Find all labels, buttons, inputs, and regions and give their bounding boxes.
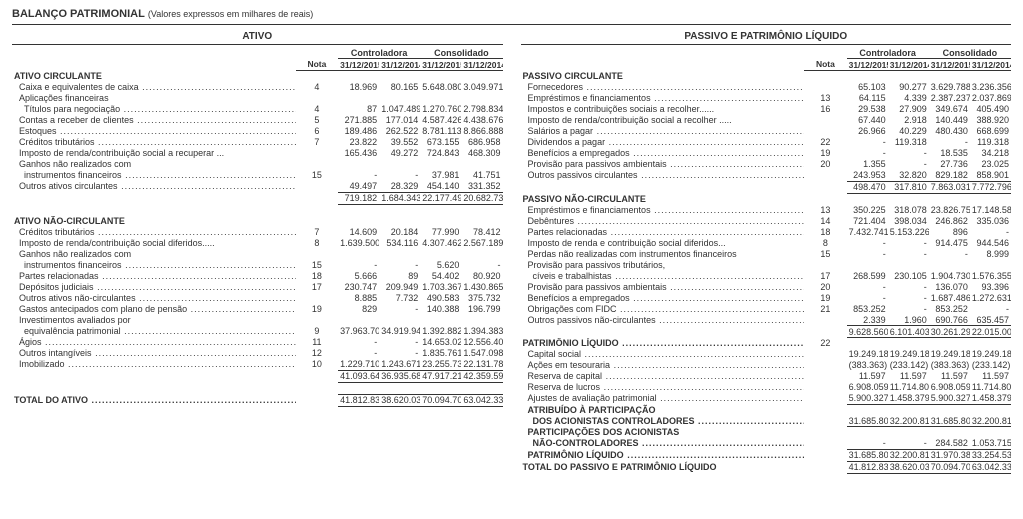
- page-title: BALANÇO PATRIMONIAL (Valores expressos e…: [12, 8, 1011, 20]
- total-passivo-label: TOTAL DO PASSIVO E PATRIMÔNIO LÍQUIDO: [521, 461, 805, 473]
- table-row: Dividendos a pagar22-119.318-119.318: [521, 137, 1012, 148]
- subtotal-row: 498.470317.8107.863.0317.772.796: [521, 181, 1012, 193]
- ativo-circulante-hdr: ATIVO CIRCULANTE: [12, 71, 296, 82]
- table-row: Partes relacionadas185.6668954.40280.920: [12, 271, 503, 282]
- table-row: Aplicações financeiras: [12, 93, 503, 104]
- table-row: Capital social19.249.18119.249.18119.249…: [521, 349, 1012, 360]
- table-row: Partes relacionadas187.432.7415.153.2268…: [521, 226, 1012, 237]
- table-row: DOS ACIONISTAS CONTROLADORES31.685.80132…: [521, 415, 1012, 427]
- ativo-header: ATIVO: [12, 29, 503, 45]
- table-row: Provisão para passivos tributários,: [521, 259, 1012, 270]
- table-row: Imposto de renda/contribuição social a r…: [521, 115, 1012, 126]
- table-row: NÃO-CONTROLADORES--284.5821.053.715: [521, 438, 1012, 450]
- table-row: Ganhos não realizados com: [12, 249, 503, 260]
- passivo-header: PASSIVO E PATRIMÔNIO LÍQUIDO: [521, 29, 1012, 45]
- table-row: Investimentos avaliados por: [12, 315, 503, 326]
- table-row: Imposto de renda e contribuição social d…: [521, 237, 1012, 248]
- table-row: Benefícios a empregados19--18.53534.218: [521, 148, 1012, 159]
- table-row: Reserva de capital11.59711.59711.59711.5…: [521, 371, 1012, 382]
- ativo-table: Controladora Consolidado Nota 31/12/2015…: [12, 47, 503, 407]
- table-row: Imobilizado101.229.7101.243.67123.255.73…: [12, 359, 503, 371]
- table-row: Fornecedores65.10390.2773.629.7883.236.3…: [521, 82, 1012, 93]
- table-row: Benefícios a empregados19--1.687.4861.27…: [521, 292, 1012, 303]
- table-row: Ágios11--14.653.02612.556.404: [12, 337, 503, 348]
- table-row: Provisão para passivos ambientais201.355…: [521, 159, 1012, 170]
- table-row: Créditos tributários714.60920.18477.9907…: [12, 227, 503, 238]
- table-row: Imposto de renda/contribuição social a r…: [12, 148, 503, 159]
- passivo-nao-circulante-hdr: PASSIVO NÃO-CIRCULANTE: [521, 193, 805, 204]
- total-ativo-row: TOTAL DO ATIVO41.812.83138.620.03270.094…: [12, 394, 503, 406]
- table-row: Ganhos não realizados com: [12, 159, 503, 170]
- table-row: instrumentos financeiros15--5.620-: [12, 260, 503, 271]
- table-row: Debêntures14721.404398.034246.862335.036: [521, 215, 1012, 226]
- table-row: PARTICIPAÇÕES DOS ACIONISTAS: [521, 427, 1012, 438]
- passivo-circulante-hdr: PASSIVO CIRCULANTE: [521, 71, 805, 82]
- table-row: Ajustes de avaliação patrimonial5.900.32…: [521, 393, 1012, 405]
- table-row: Ações em tesouraria(383.363)(233.142)(38…: [521, 360, 1012, 371]
- table-row: Estoques6189.486262.5228.781.1138.866.88…: [12, 126, 503, 137]
- table-row: Obrigações com FIDC21853.252-853.252-: [521, 303, 1012, 314]
- total-passivo-row: TOTAL DO PASSIVO E PATRIMÔNIO LÍQUIDO41.…: [521, 461, 1012, 473]
- table-row: Empréstimos e financiamentos1364.1154.33…: [521, 93, 1012, 104]
- table-row: PATRIMÔNIO LÍQUIDO31.685.80132.200.81931…: [521, 449, 1012, 461]
- table-row: Outros passivos não-circulantes2.3391.96…: [521, 314, 1012, 326]
- subtotal-row: 9.628.5606.101.40330.261.29522.015.000: [521, 326, 1012, 338]
- table-row: Perdas não realizadas com instrumentos f…: [521, 248, 1012, 259]
- table-row: Impostos e contribuições sociais a recol…: [521, 104, 1012, 115]
- subtotal-row: 41.093.64936.935.68947.917.21142.359.591: [12, 370, 503, 382]
- passivo-column: PASSIVO E PATRIMÔNIO LÍQUIDO Controlador…: [521, 29, 1012, 474]
- subtotal-row: 719.1821.684.34322.177.49820.682.739: [12, 192, 503, 204]
- table-row: Depósitos judiciais17230.747209.9491.703…: [12, 282, 503, 293]
- table-row: Empréstimos e financiamentos13350.225318…: [521, 204, 1012, 215]
- balance-sheet: ATIVO Controladora Consolidado Nota 31/1…: [12, 29, 1011, 474]
- passivo-table: Controladora Consolidado Nota 31/12/2015…: [521, 47, 1012, 474]
- table-row: Reserva de lucros6.908.05911.714.8046.90…: [521, 382, 1012, 393]
- table-row: Outros passivos circulantes243.95332.820…: [521, 170, 1012, 182]
- ativo-column: ATIVO Controladora Consolidado Nota 31/1…: [12, 29, 503, 474]
- table-row: Imposto de renda/contribuição social dif…: [12, 238, 503, 249]
- table-row: ATRIBUÍDO À PARTICIPAÇÃO: [521, 404, 1012, 415]
- table-row: Gastos antecipados com plano de pensão19…: [12, 304, 503, 315]
- table-row: Títulos para negociação4871.047.4891.270…: [12, 104, 503, 115]
- table-row: Contas a receber de clientes5271.885177.…: [12, 115, 503, 126]
- table-row: Provisão para passivos ambientais20--136…: [521, 281, 1012, 292]
- table-row: Salários a pagar26.96640.229480.430668.6…: [521, 126, 1012, 137]
- ativo-nao-circulante-hdr: ATIVO NÃO-CIRCULANTE: [12, 216, 296, 227]
- table-row: equivalência patrimonial937.963.70334.91…: [12, 326, 503, 337]
- table-row: Outros ativos circulantes49.49728.329454…: [12, 181, 503, 193]
- total-ativo-label: TOTAL DO ATIVO: [12, 394, 296, 406]
- table-row: Outros ativos não-circulantes8.8857.7324…: [12, 293, 503, 304]
- table-row: Caixa e equivalentes de caixa418.96980.1…: [12, 82, 503, 93]
- table-row: Créditos tributários723.82239.552673.155…: [12, 137, 503, 148]
- table-row: instrumentos financeiros15--37.98141.751: [12, 170, 503, 181]
- table-row: Outros intangíveis12--1.835.7611.547.098: [12, 348, 503, 359]
- patrimonio-liquido-hdr: PATRIMÔNIO LÍQUIDO: [521, 338, 805, 349]
- table-row: cíveis e trabalhistas17268.599230.1051.9…: [521, 270, 1012, 281]
